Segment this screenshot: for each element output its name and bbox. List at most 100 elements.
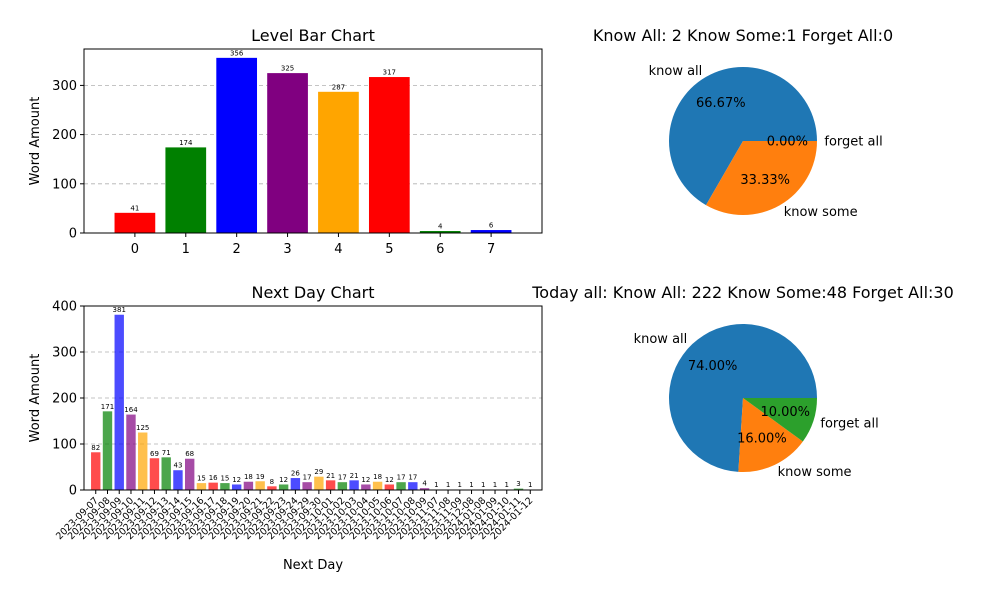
next-day-chart-bars [91, 314, 535, 490]
bar-data-label: 41 [130, 204, 139, 212]
bar [349, 480, 359, 490]
bar [196, 483, 207, 490]
level-chart-title: Level Bar Chart [251, 26, 375, 45]
bar-data-label: 16 [209, 474, 218, 482]
y-tick-label: 100 [52, 438, 77, 453]
bar-data-label: 12 [279, 476, 288, 484]
level-pie-chart: Know All: 2 Know Some:1 Forget All:0 66.… [593, 26, 893, 220]
bar-data-label: 1 [481, 481, 485, 489]
bar [243, 481, 254, 490]
next-day-chart-ylabel: Word Amount [28, 354, 43, 443]
pie-pct-label: 0.00% [767, 135, 808, 150]
next-day-bar-chart: Next Day Chart Word Amount Next Day 82 17… [28, 283, 543, 573]
bar [231, 484, 242, 490]
bar-data-label: 18 [244, 473, 253, 481]
today-pie-chart: Today all: Know All: 222 Know Some:48 Fo… [531, 283, 954, 480]
bar [361, 484, 371, 490]
pie-pct-label: 74.00% [688, 359, 738, 374]
bar-data-label: 12 [385, 476, 394, 484]
next-day-chart-title: Next Day Chart [251, 283, 374, 302]
bar [184, 458, 195, 490]
bar-data-label: 82 [91, 444, 100, 452]
bar-data-label: 43 [173, 462, 182, 470]
bar [114, 212, 156, 233]
x-tick-label: 2 [233, 242, 241, 257]
today-pie-slices [669, 324, 817, 472]
bar [114, 314, 124, 490]
bar [513, 488, 524, 490]
level-chart-xticks: 0 1 2 3 4 5 6 7 [131, 233, 495, 257]
bar [290, 478, 301, 490]
pie-slice [669, 324, 817, 472]
bar [408, 482, 418, 490]
y-tick-label: 200 [52, 392, 77, 407]
bar [384, 484, 395, 490]
x-tick-label: 1 [182, 242, 190, 257]
y-tick-label: 400 [52, 300, 77, 315]
bar-data-label: 8 [270, 478, 274, 486]
bar [149, 458, 160, 490]
bar [208, 482, 218, 490]
bar-data-label: 17 [397, 474, 406, 482]
bar [318, 91, 359, 233]
bar-data-label: 381 [113, 306, 126, 314]
y-tick-label: 0 [69, 227, 77, 242]
bar-data-label: 19 [256, 473, 265, 481]
bar-data-label: 12 [361, 476, 370, 484]
bar [325, 480, 336, 490]
bar [267, 73, 308, 233]
bar-data-label: 1 [493, 481, 497, 489]
bar-data-label: 1 [458, 481, 462, 489]
next-day-chart-xlabel: Next Day [283, 558, 343, 573]
next-day-chart-grid [84, 305, 542, 445]
x-tick-label: 3 [283, 242, 291, 257]
level-pie-labels: 66.67% know all 33.33% know some 0.00% forget… [649, 64, 883, 220]
pie-category-label: know some [778, 465, 852, 480]
y-tick-label: 100 [52, 177, 77, 192]
bar [470, 230, 512, 233]
bar-data-label: 1 [469, 481, 473, 489]
pie-pct-label: 10.00% [760, 405, 810, 420]
pie-slice [706, 141, 817, 215]
bar [173, 470, 183, 490]
level-bar-chart: Level Bar Chart Word Amount 411743563252… [28, 26, 543, 257]
level-chart-grid [84, 85, 542, 185]
bar-data-label: 356 [230, 49, 244, 57]
x-tick-label: 5 [385, 242, 393, 257]
bar [165, 147, 207, 233]
bar [91, 452, 101, 490]
y-tick-label: 300 [52, 346, 77, 361]
bar-data-label: 1 [505, 481, 509, 489]
bar [161, 457, 171, 490]
bar [220, 483, 230, 490]
bar-data-label: 325 [281, 65, 294, 73]
level-chart-yticks: 0 100 200 300 [52, 79, 84, 242]
pie-category-label: know all [634, 332, 688, 347]
level-pie-title: Know All: 2 Know Some:1 Forget All:0 [593, 26, 893, 45]
bar [372, 481, 383, 490]
bar-data-label: 17 [303, 474, 312, 482]
bar-data-label: 69 [150, 450, 159, 458]
bar-data-label: 18 [373, 473, 382, 481]
bar [419, 488, 430, 490]
bar [102, 411, 113, 490]
bar [419, 231, 461, 233]
bar [255, 481, 265, 490]
x-tick-label: 7 [487, 242, 495, 257]
pie-category-label: forget all [824, 135, 882, 150]
y-tick-label: 300 [52, 79, 77, 94]
bar-data-label: 6 [489, 222, 494, 230]
bar-data-label: 1 [528, 481, 532, 489]
pie-slice [743, 398, 817, 442]
bar-data-label: 15 [197, 475, 206, 483]
pie-pct-label: 33.33% [740, 173, 790, 188]
pie-slice [669, 66, 817, 206]
bar [126, 414, 136, 490]
x-tick-label: 0 [131, 242, 139, 257]
pie-pct-label: 66.67% [696, 96, 746, 111]
pie-category-label: forget all [820, 417, 878, 432]
bar-data-label: 17 [338, 474, 347, 482]
bar [278, 484, 289, 490]
bar-data-label: 1 [446, 481, 450, 489]
